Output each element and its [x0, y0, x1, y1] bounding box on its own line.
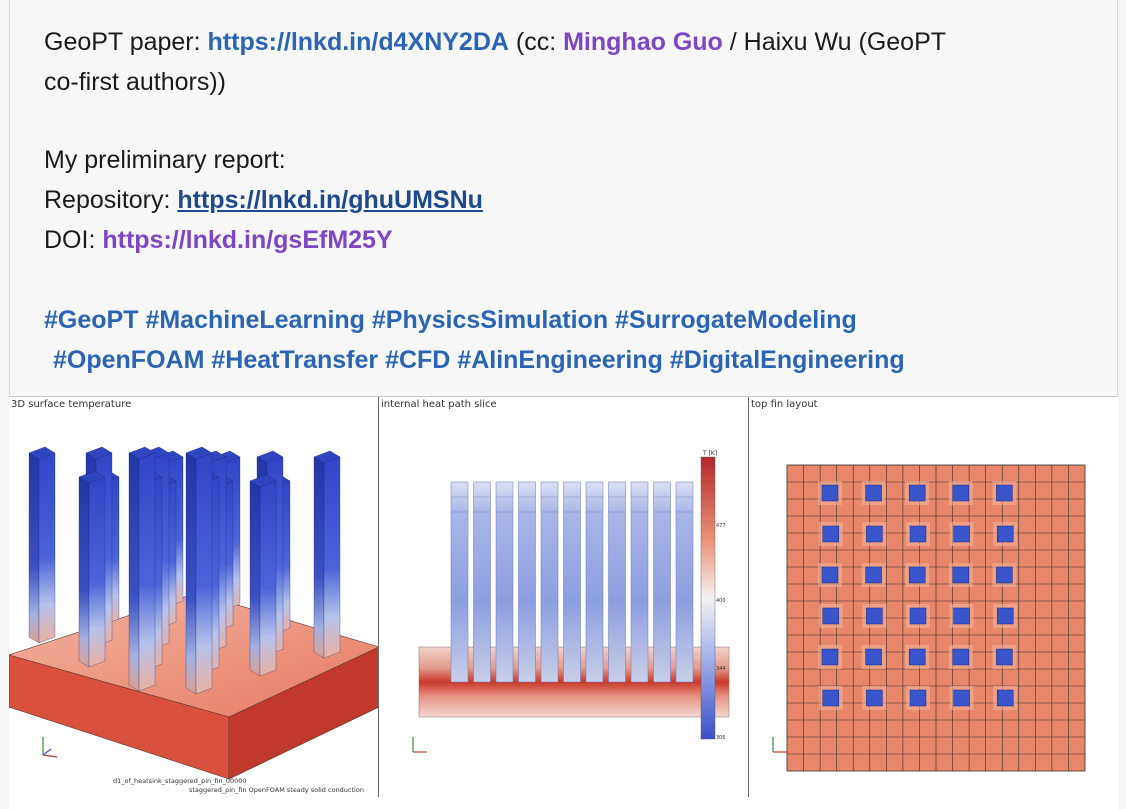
fin-layout-render — [772, 464, 1086, 772]
paper-label: GeoPT paper: — [44, 28, 208, 56]
slice-fin — [630, 481, 649, 683]
panel-title-3d: 3D surface temperature — [11, 399, 132, 410]
hashtag-geopt[interactable]: #GeoPT — [44, 306, 139, 334]
colorbar-tick-306: 306 — [716, 735, 726, 741]
fin-square — [822, 525, 840, 543]
fin-square — [952, 484, 970, 502]
pin-fin-side — [78, 476, 90, 668]
hashtags-line-2: #OpenFOAM #HeatTransfer #CFD #AIinEngine… — [44, 340, 1104, 380]
hashtag-physicssimulation[interactable]: #PhysicsSimulation — [371, 306, 609, 334]
fin-square — [953, 689, 970, 707]
fin-square — [996, 648, 1013, 666]
slice-fin — [518, 481, 536, 683]
fin-square — [953, 607, 970, 625]
panel-title-layout: top fin layout — [751, 399, 818, 410]
slice-fin — [563, 481, 581, 683]
slice-fin — [653, 481, 671, 683]
colorbar-tick-344: 344 — [716, 666, 726, 672]
fin-square — [821, 648, 839, 666]
panel-fin-layout: top fin layout — [749, 397, 1118, 797]
coauthors-line: co-first authors)) — [44, 68, 226, 96]
pin-fin-front — [38, 452, 56, 644]
fin-square — [822, 607, 840, 625]
repository-label: Repository: — [44, 186, 178, 214]
fin-square — [866, 607, 883, 625]
colorbar-tick-477: 477 — [716, 523, 726, 529]
hashtag-digitalengineering[interactable]: #DigitalEngineering — [669, 346, 905, 374]
slice-fin — [608, 481, 626, 683]
fin-square — [821, 566, 839, 584]
fin-square — [866, 525, 883, 543]
fin-square — [996, 607, 1014, 625]
panel-title-slice: internal heat path slice — [381, 399, 497, 410]
hashtag-machinelearning[interactable]: #MachineLearning — [145, 306, 365, 334]
slice-fin — [495, 481, 514, 683]
pin-fin-side — [185, 452, 197, 695]
fin-square — [908, 484, 926, 502]
fin-square — [996, 484, 1013, 502]
pin-fin-front — [259, 480, 277, 677]
slice-fin — [675, 481, 694, 683]
hashtag-openfoam[interactable]: #OpenFOAM — [53, 346, 205, 374]
pin-fin-side — [128, 452, 140, 692]
fin-square — [952, 648, 970, 666]
author-mention-minghao[interactable]: Minghao Guo — [563, 28, 723, 56]
doi-line: DOI: https://lnkd.in/gsEfM25Y — [44, 220, 1104, 260]
pin-fin-side — [249, 480, 261, 677]
doi-link[interactable]: https://lnkd.in/gsEfM25Y — [102, 226, 393, 254]
hashtag-heattransfer[interactable]: #HeatTransfer — [211, 346, 379, 374]
heat-slice-render: T [K] 477 400 344 306 — [412, 450, 730, 753]
colorbar-title: T [K] — [702, 450, 717, 457]
slice-fin — [473, 481, 491, 683]
fin-square — [822, 689, 840, 707]
pin-fin-side — [313, 456, 325, 659]
report-label: My preliminary report: — [44, 146, 286, 174]
author2-text: / Haixu Wu (GeoPT — [722, 28, 947, 56]
hashtag-aiinengineering[interactable]: #AIinEngineering — [457, 346, 663, 374]
hashtag-surrogatemodeling[interactable]: #SurrogateModeling — [615, 306, 857, 334]
fin-square — [866, 689, 883, 707]
repository-line: Repository: https://lnkd.in/ghuUMSNu — [44, 180, 1104, 220]
post-image[interactable]: 3D surface temperature — [9, 396, 1118, 809]
colorbar-tick-400: 400 — [716, 598, 726, 604]
hashtag-cfd[interactable]: #CFD — [385, 346, 451, 374]
fin-square — [909, 607, 927, 625]
repository-link[interactable]: https://lnkd.in/ghuUMSNu — [177, 186, 483, 214]
fin-square — [865, 566, 882, 584]
fin-square — [908, 566, 926, 584]
slice-fin — [450, 481, 469, 683]
fin-square — [909, 689, 927, 707]
panel-heat-slice: internal heat path slice — [379, 397, 749, 797]
fin-square — [996, 525, 1014, 543]
fin-square — [952, 566, 970, 584]
panel1-footer-2: staggered_pin_fin OpenFOAM steady solid … — [189, 786, 364, 794]
fin-square — [953, 525, 970, 543]
cc-label: (cc: — [508, 28, 564, 56]
hashtags-line-1: #GeoPT #MachineLearning #PhysicsSimulati… — [44, 300, 1104, 340]
paper-link[interactable]: https://lnkd.in/d4XNY2DA — [207, 28, 509, 56]
doi-label: DOI: — [44, 226, 103, 254]
fin-square — [996, 566, 1013, 584]
pin-fin-side — [28, 452, 40, 644]
fin-square — [821, 484, 839, 502]
slice-fin — [585, 481, 604, 683]
heatsink-3d-render — [9, 446, 378, 780]
fin-square — [865, 484, 882, 502]
post-body: GeoPT paper: https://lnkd.in/d4XNY2DA (c… — [44, 22, 1104, 380]
pin-fin-front — [88, 476, 106, 668]
fin-square — [909, 525, 927, 543]
slice-fin — [540, 481, 559, 683]
paper-line: GeoPT paper: https://lnkd.in/d4XNY2DA (c… — [44, 22, 1104, 62]
fin-square — [865, 648, 882, 666]
pin-fin-front — [138, 452, 156, 692]
panel1-footer-1: d1_of_heatsink_staggered_pin_fin_00000 — [113, 777, 247, 785]
pin-fin-front — [323, 456, 341, 659]
panel-3d-surface: 3D surface temperature — [9, 397, 379, 797]
pin-fin-front — [195, 452, 213, 695]
fin-square — [908, 648, 926, 666]
fin-square — [996, 689, 1014, 707]
